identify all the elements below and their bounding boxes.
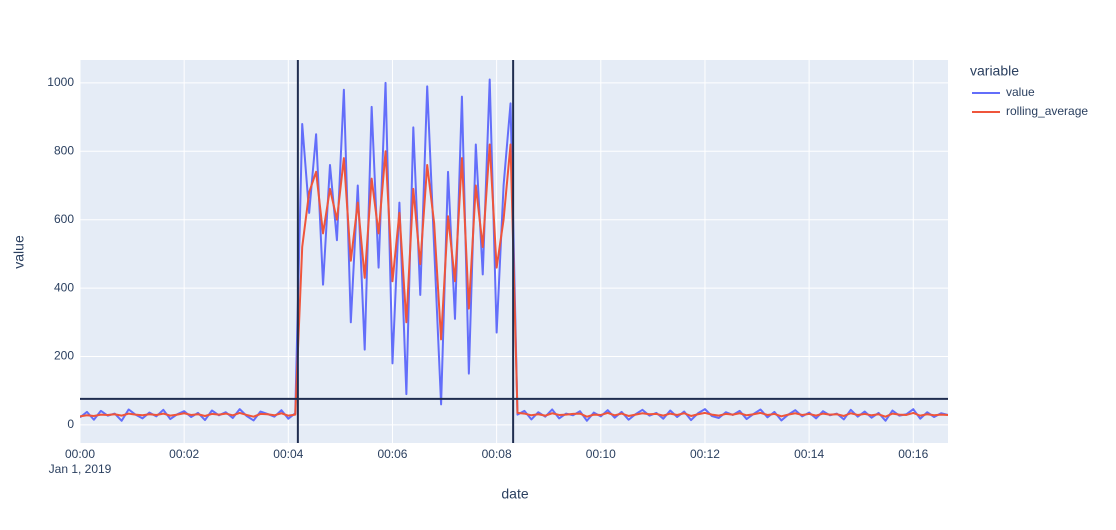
legend-label: rolling_average (1006, 104, 1088, 118)
y-tick-label: 400 (54, 280, 74, 294)
y-tick-label: 1000 (47, 75, 74, 89)
x-tick-label: 00:04 (273, 447, 303, 461)
labels: 0 200 400 600 800 1000 00:00 00:02 00:04 00:06 00:… (47, 75, 928, 461)
y-axis-label: value (11, 235, 27, 269)
x-tick-label: 00:02 (169, 447, 199, 461)
x-tick-label: 00:12 (690, 447, 720, 461)
y-tick-label: 800 (54, 143, 74, 157)
x-tick-label: 00:10 (586, 447, 616, 461)
x-tick-label: 00:06 (377, 447, 407, 461)
x-tick-label: 00:00 (65, 447, 95, 461)
x-tick-label: 00:08 (482, 447, 512, 461)
y-tick-label: 600 (54, 212, 74, 226)
y-tick-label: 0 (67, 417, 74, 431)
legend-title: variable (970, 63, 1019, 79)
legend-label: value (1006, 85, 1035, 99)
y-tick-label: 200 (54, 349, 74, 363)
x-tick-label: 00:16 (898, 447, 928, 461)
x-tick-label: 00:14 (794, 447, 824, 461)
date-label: Jan 1, 2019 (49, 462, 112, 476)
x-axis-label: date (501, 486, 528, 502)
